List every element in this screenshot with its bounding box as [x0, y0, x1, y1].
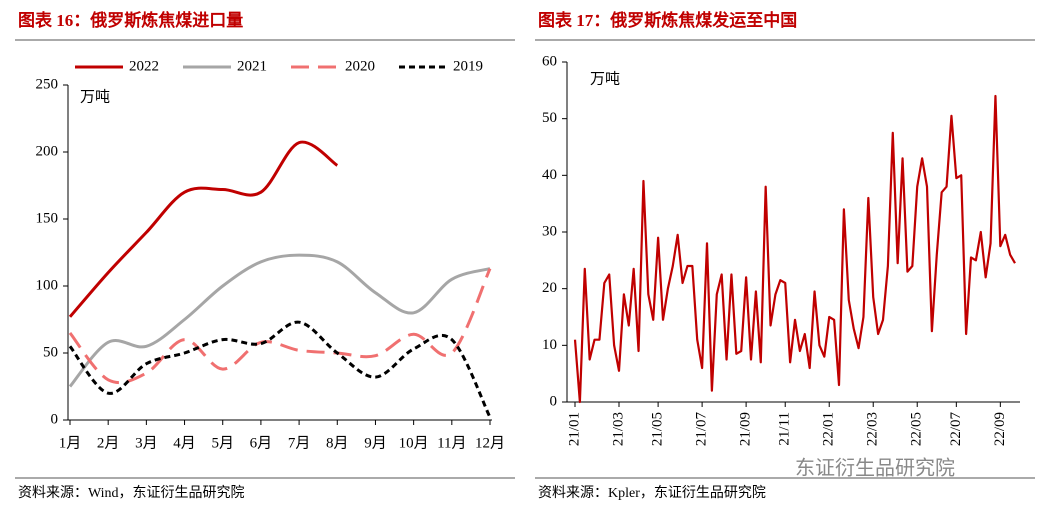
y-tick-label: 50: [542, 110, 557, 126]
y-tick-label: 50: [43, 344, 58, 360]
legend-label: 2019: [453, 58, 483, 74]
x-tick-label: 21/05: [650, 412, 666, 446]
x-tick-label: 3月: [135, 435, 158, 451]
x-tick-label: 22/05: [909, 412, 925, 446]
y-tick-label: 10: [542, 337, 557, 353]
x-tick-label: 21/01: [566, 412, 582, 446]
x-tick-label: 4月: [173, 435, 196, 451]
chart-title: 图表 16：俄罗斯炼焦煤进口量: [18, 10, 243, 30]
watermark: 东证衍生品研究院: [795, 457, 955, 480]
y-tick-label: 60: [542, 53, 557, 69]
x-tick-label: 21/11: [777, 412, 793, 446]
y-tick-label: 150: [36, 210, 59, 226]
source: 资料来源：Kpler，东证衍生品研究院: [538, 485, 766, 501]
x-tick-label: 7月: [288, 435, 311, 451]
legend-label: 2022: [129, 58, 159, 74]
y-tick-label: 200: [36, 143, 59, 159]
x-tick-label: 9月: [364, 435, 387, 451]
x-tick-label: 21/03: [610, 412, 626, 446]
x-tick-label: 21/07: [694, 412, 710, 447]
x-tick-label: 22/07: [948, 412, 964, 447]
source: 资料来源：Wind，东证衍生品研究院: [18, 485, 245, 501]
x-tick-label: 21/09: [738, 412, 754, 446]
y-tick-label: 40: [542, 167, 557, 183]
unit-label: 万吨: [80, 88, 110, 105]
y-tick-label: 0: [550, 393, 558, 409]
series-line: [68, 253, 491, 388]
x-tick-label: 6月: [250, 435, 273, 451]
legend-label: 2021: [237, 58, 267, 74]
series-line: [68, 140, 339, 318]
x-tick-label: 12月: [475, 435, 505, 451]
legend-label: 2020: [345, 58, 375, 74]
chart-title: 图表 17：俄罗斯炼焦煤发运至中国: [538, 10, 797, 30]
x-tick-label: 11月: [437, 435, 466, 451]
series-line: [68, 267, 492, 385]
x-tick-label: 22/03: [865, 412, 881, 446]
y-tick-label: 250: [36, 76, 59, 92]
series-line: [68, 320, 492, 418]
x-tick-label: 8月: [326, 435, 349, 451]
x-tick-label: 5月: [211, 435, 234, 451]
x-tick-label: 22/09: [992, 412, 1008, 446]
y-tick-label: 20: [542, 280, 557, 296]
unit-label: 万吨: [590, 70, 620, 87]
x-tick-label: 10月: [399, 435, 429, 451]
y-tick-label: 100: [36, 277, 59, 293]
x-tick-label: 2月: [97, 435, 120, 451]
x-tick-label: 1月: [59, 435, 82, 451]
y-tick-label: 0: [51, 411, 59, 427]
y-tick-label: 30: [542, 223, 557, 239]
x-tick-label: 22/01: [821, 412, 837, 446]
series-line: [573, 94, 1016, 404]
